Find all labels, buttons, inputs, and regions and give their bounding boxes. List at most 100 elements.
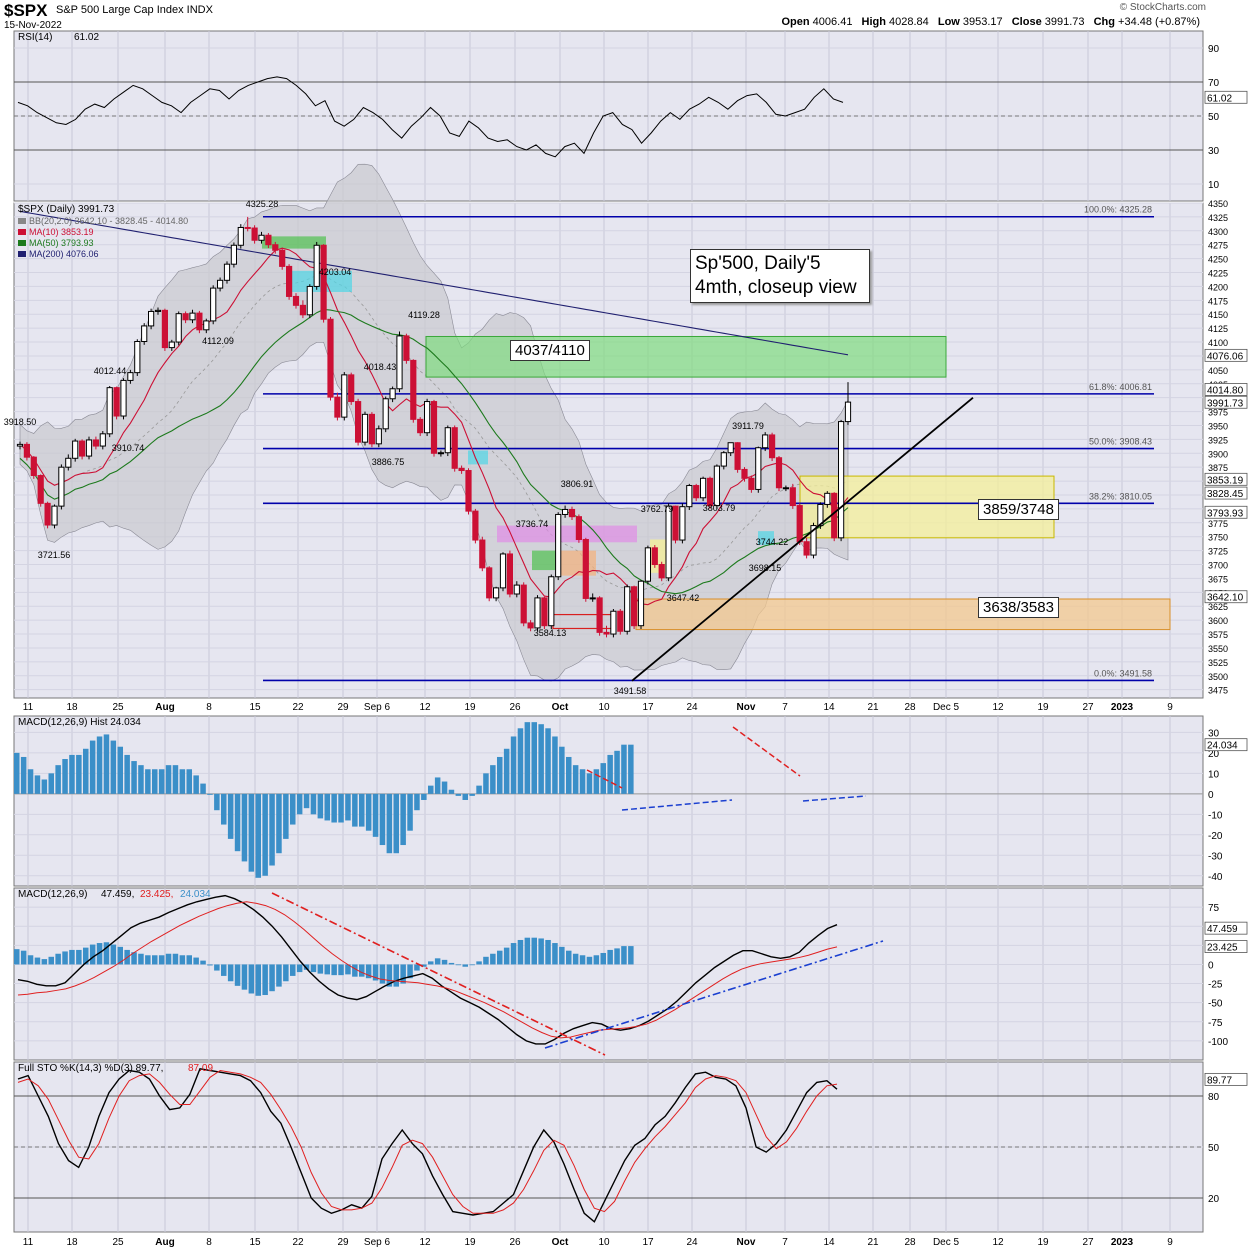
candle-body bbox=[217, 279, 224, 289]
hist-bar bbox=[14, 752, 20, 794]
price-annotation: 4012.44 bbox=[94, 366, 127, 376]
candle-body bbox=[451, 427, 458, 469]
price-annotation: 4203.04 bbox=[319, 267, 352, 277]
macd-hist-bar bbox=[441, 959, 448, 965]
hist-bar bbox=[214, 793, 220, 811]
hist-bar bbox=[124, 754, 130, 794]
low-label: Low bbox=[937, 16, 960, 28]
candle-body bbox=[30, 456, 37, 477]
hist-bar bbox=[476, 785, 482, 794]
hist-bar bbox=[145, 769, 151, 794]
hist-bar bbox=[158, 769, 165, 794]
candle-body bbox=[92, 439, 100, 447]
x-tick-label-bottom: 12 bbox=[992, 1237, 1004, 1248]
price-annotation: 4119.28 bbox=[408, 310, 440, 320]
y-tick-label: 3550 bbox=[1208, 644, 1228, 654]
macd-hist-bar bbox=[255, 964, 261, 996]
sto-title-d: 87.09 bbox=[188, 1063, 213, 1074]
price-annotation: 3736.74 bbox=[516, 519, 549, 529]
macd-hist-bar bbox=[48, 956, 54, 965]
hist-bar bbox=[20, 756, 27, 794]
candle-body bbox=[610, 610, 617, 635]
x-tick-label-bottom: 21 bbox=[867, 1237, 879, 1248]
macd-hist-bar bbox=[566, 950, 572, 965]
macd-hist-bar bbox=[262, 964, 268, 996]
y-tick-label: 70 bbox=[1208, 78, 1220, 89]
hist-bar bbox=[621, 744, 627, 794]
macd-hist-bar bbox=[352, 964, 358, 977]
macd-hist-bar bbox=[510, 943, 517, 965]
price-value-tag: 4076.06 bbox=[1207, 351, 1244, 362]
x-tick-label: 21 bbox=[867, 702, 879, 713]
candle-body bbox=[58, 466, 65, 507]
candle-body bbox=[665, 505, 672, 579]
hist-bar bbox=[186, 769, 192, 794]
legend-entry: MA(200) 4076.06 bbox=[29, 249, 99, 259]
macd-hist-bar bbox=[145, 955, 151, 965]
hist-bar bbox=[538, 724, 544, 794]
price-annotation: 3803.79 bbox=[703, 503, 736, 513]
candle-body bbox=[251, 227, 258, 241]
macd-hist-bar bbox=[20, 950, 27, 965]
hist-bar bbox=[421, 793, 427, 800]
macd-hist-bar bbox=[428, 961, 434, 965]
macd-hist-bar bbox=[172, 953, 179, 965]
candle-body bbox=[548, 576, 555, 627]
legend-entry: MA(10) 3853.19 bbox=[29, 227, 94, 237]
macd-hist-bar bbox=[193, 957, 199, 965]
candle-body bbox=[541, 597, 548, 627]
hist-bar bbox=[117, 746, 123, 794]
price-value-tag: 3991.73 bbox=[1207, 398, 1244, 409]
candle-body bbox=[417, 418, 424, 434]
hist-bar bbox=[76, 754, 82, 794]
low-value: 3953.17 bbox=[962, 16, 1003, 28]
candle-body bbox=[148, 310, 155, 327]
hist-bar bbox=[352, 793, 358, 827]
hist-bar bbox=[559, 746, 565, 794]
macd-hist-bar bbox=[372, 964, 379, 981]
signal-value-tag: 23.425 bbox=[1207, 943, 1238, 954]
zone-3638-3583 bbox=[635, 598, 1171, 631]
candle-body bbox=[106, 387, 113, 435]
macd-hist-bar bbox=[131, 952, 137, 965]
candle-body bbox=[272, 244, 279, 251]
y-tick-label: 3700 bbox=[1208, 561, 1228, 571]
y-tick-label: -25 bbox=[1208, 980, 1223, 991]
x-tick-label-bottom: 24 bbox=[686, 1237, 698, 1248]
price-value-tag-box bbox=[1204, 383, 1248, 396]
ohlc-readout: Open 4006.41 High 4028.84 Low 3953.17 Cl… bbox=[781, 16, 1206, 28]
y-tick-label: 3625 bbox=[1208, 602, 1228, 612]
candle-body bbox=[154, 309, 162, 312]
x-tick-label: 7 bbox=[782, 702, 788, 713]
rsi-title: RSI(14) bbox=[18, 32, 52, 43]
hist-bar bbox=[483, 773, 489, 794]
y-tick-label: 4225 bbox=[1208, 269, 1228, 279]
candle-body bbox=[113, 387, 120, 417]
macd-hist-bar bbox=[276, 964, 282, 987]
x-tick-label: 25 bbox=[112, 702, 124, 713]
macd-hist-bar bbox=[331, 964, 337, 976]
chg-value: +34.48 (+0.87%) bbox=[1118, 16, 1200, 28]
hist-bar bbox=[345, 793, 351, 821]
hist-bar bbox=[338, 793, 344, 823]
macd-hist-bar bbox=[34, 957, 41, 965]
macd-hist-bar bbox=[359, 964, 365, 977]
candle-body bbox=[803, 541, 810, 556]
x-tick-label-bottom: 28 bbox=[904, 1237, 916, 1248]
candle-body bbox=[72, 440, 79, 459]
hist-bar bbox=[628, 744, 634, 794]
candle-body bbox=[382, 398, 389, 430]
hist-bar bbox=[490, 765, 496, 794]
sto-value-tag-box bbox=[1204, 1072, 1248, 1086]
hist-bar bbox=[545, 728, 551, 794]
x-tick-label: 14 bbox=[823, 702, 835, 713]
price-value-tag-box bbox=[1204, 348, 1248, 362]
hist-bar bbox=[572, 765, 579, 794]
candle-body bbox=[244, 226, 251, 229]
candle-body bbox=[403, 335, 410, 361]
hist-bar bbox=[365, 793, 372, 831]
hist-bar bbox=[414, 793, 420, 811]
macd-trend-red bbox=[271, 892, 606, 1056]
candle-body bbox=[596, 597, 603, 633]
candle-body bbox=[582, 538, 589, 599]
